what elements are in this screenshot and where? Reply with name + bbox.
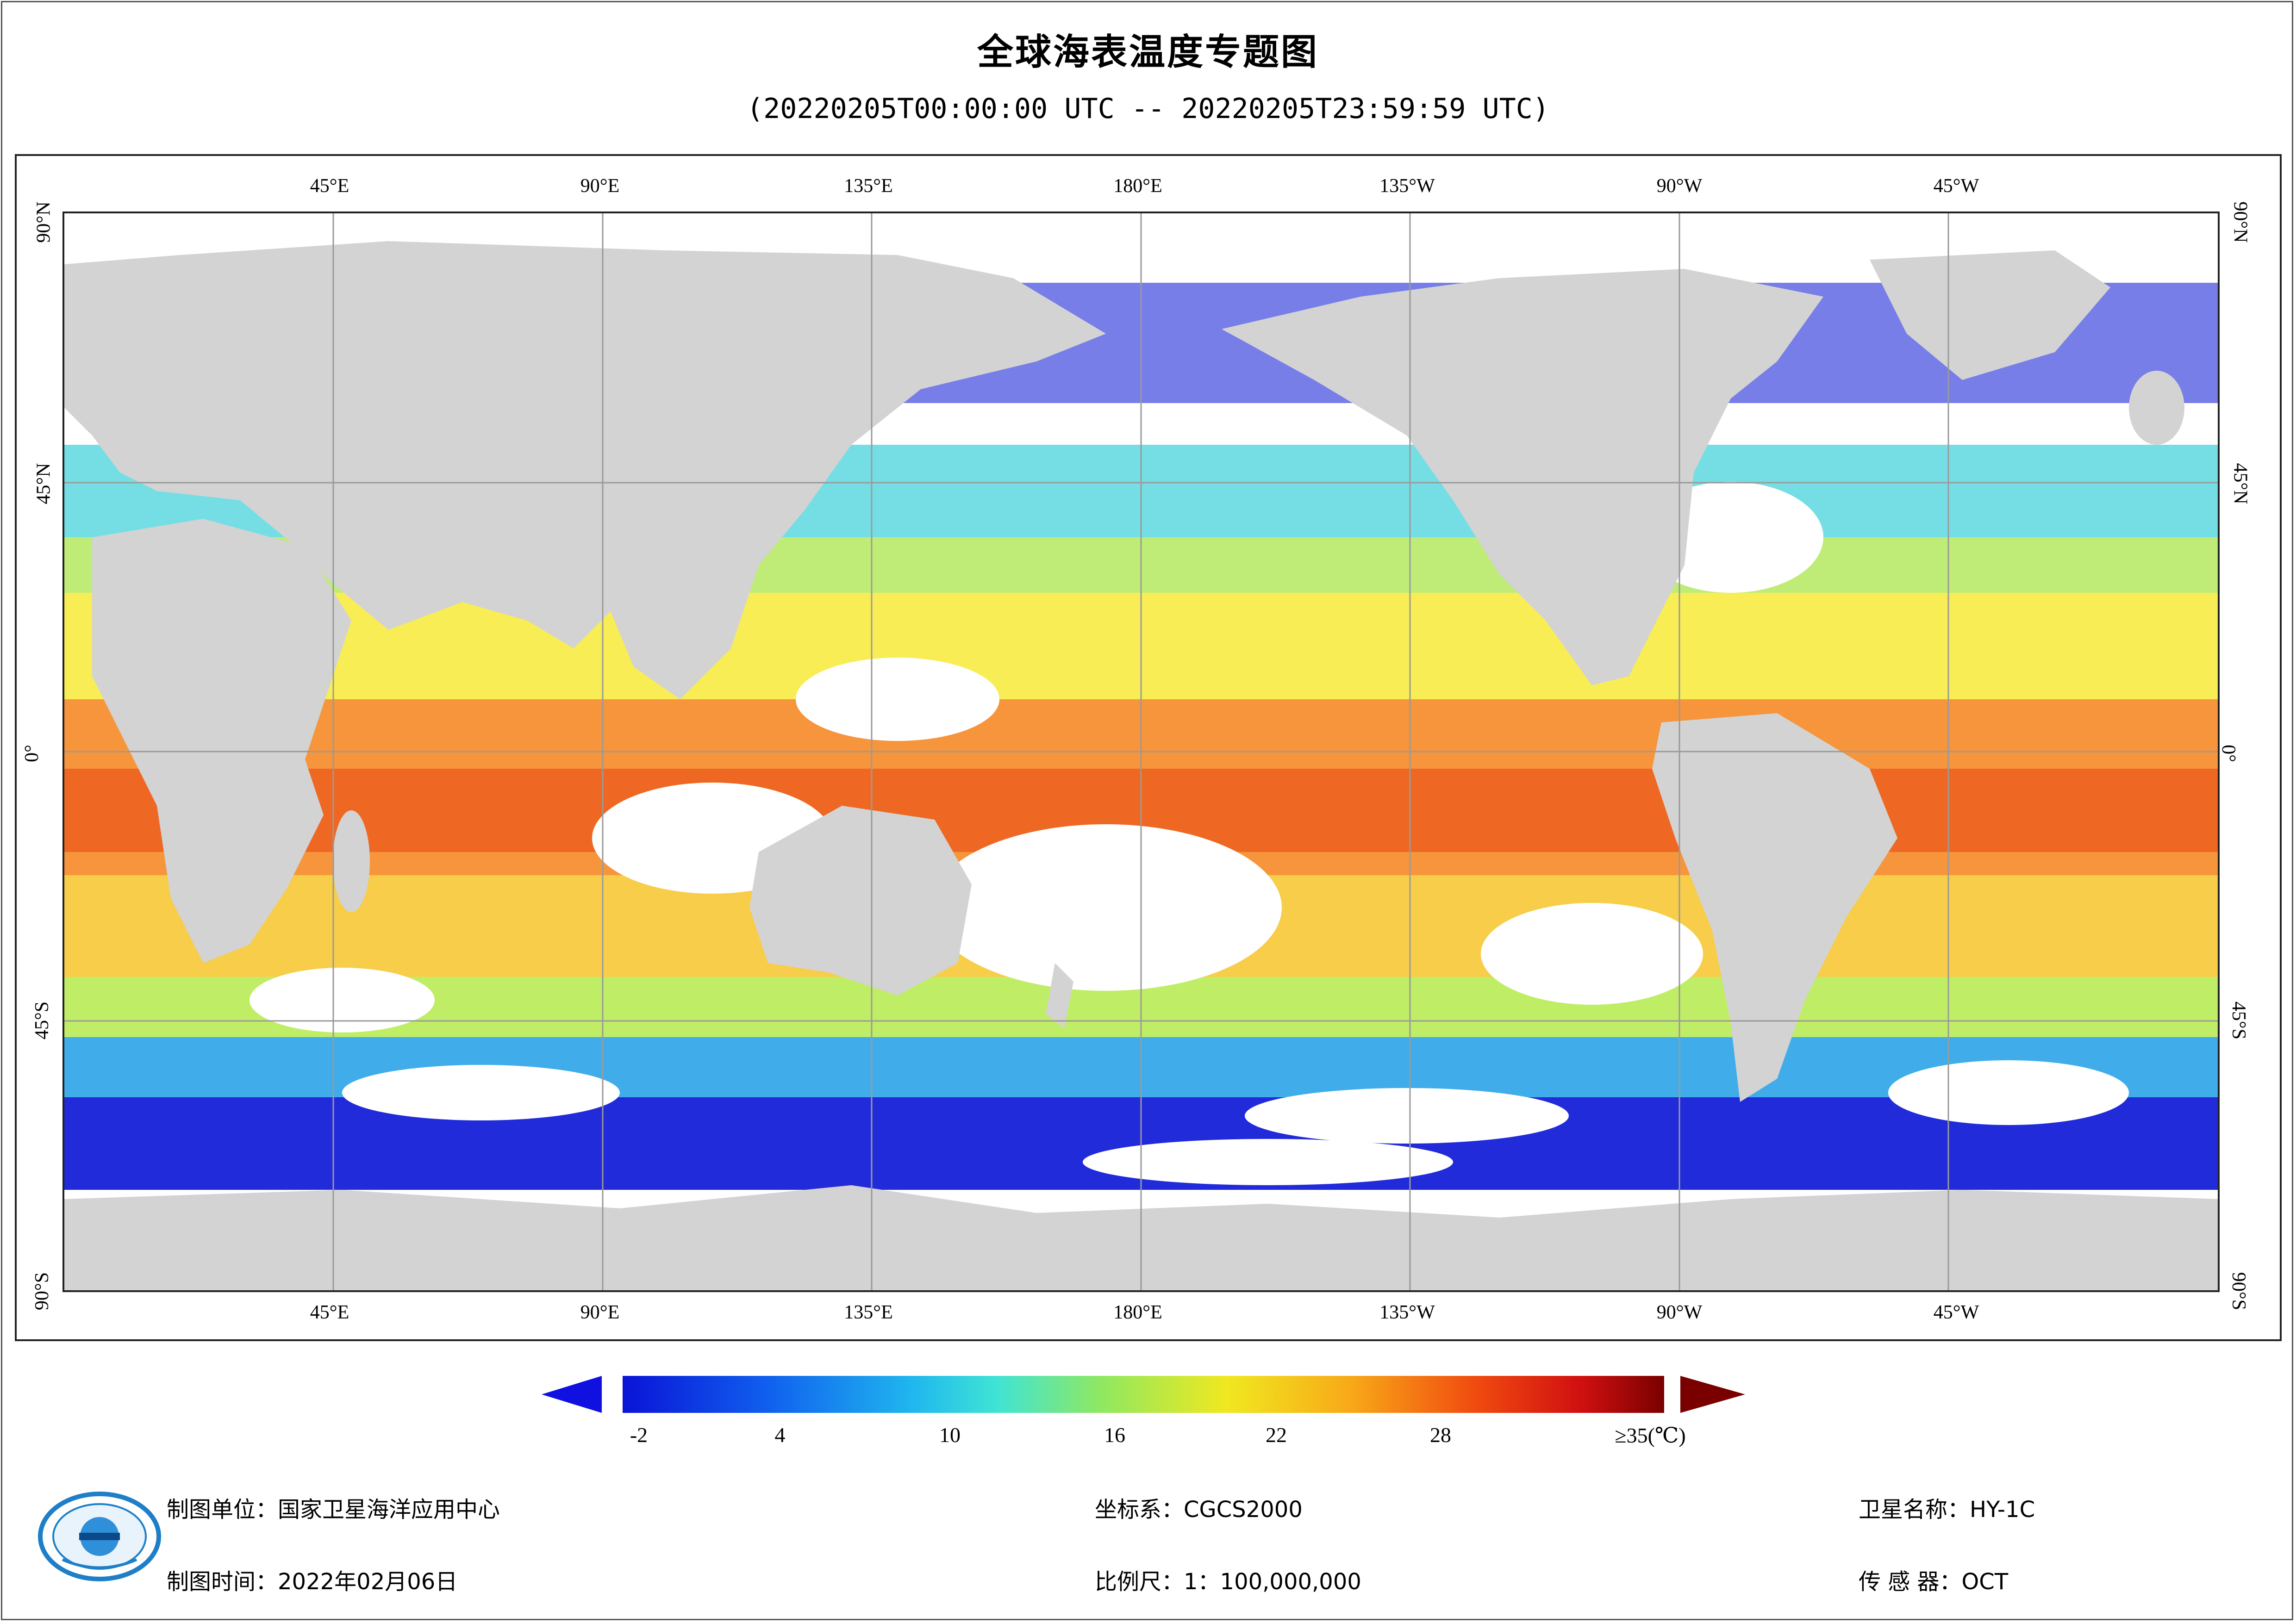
map-title: 全球海表温度专题图 bbox=[977, 31, 1319, 73]
legend-tick-16: 16 bbox=[1104, 1423, 1125, 1447]
legend-tick-4: 4 bbox=[774, 1423, 786, 1447]
nsoas-logo-icon bbox=[35, 1490, 164, 1583]
sst-map[interactable] bbox=[62, 211, 2220, 1292]
lat-label-right-90s: 90°S bbox=[2228, 1272, 2250, 1311]
land-eurasia bbox=[64, 241, 1106, 699]
legend-low-arrow bbox=[542, 1376, 602, 1413]
legend-tick-35: ≥35(℃) bbox=[1615, 1424, 1686, 1447]
sensor-name: 传 感 器：OCT bbox=[1859, 1569, 2009, 1595]
land-africa bbox=[92, 519, 351, 963]
lat-label-right-45s: 45°S bbox=[2228, 1001, 2250, 1040]
lat-label-left-45n: 45°N bbox=[33, 463, 55, 504]
lon-label-top-45e: 45°E bbox=[310, 175, 349, 197]
map-producer: 制图单位：国家卫星海洋应用中心 bbox=[167, 1497, 500, 1523]
legend-tick-28: 28 bbox=[1430, 1423, 1451, 1447]
color-legend-svg bbox=[542, 1376, 1745, 1413]
map-time-range: (20220205T00:00:00 UTC -- 20220205T23:59… bbox=[747, 93, 1549, 125]
lon-label-top-180e: 180°E bbox=[1113, 175, 1162, 197]
lon-label-bottom-135e: 135°E bbox=[844, 1302, 893, 1323]
satellite-name: 卫星名称：HY-1C bbox=[1859, 1497, 2035, 1523]
lon-label-top-90w: 90°W bbox=[1656, 175, 1703, 197]
map-scale: 比例尺：1：100,000,000 bbox=[1095, 1569, 1361, 1595]
legend-tick-22: 22 bbox=[1266, 1423, 1287, 1447]
lon-label-bottom-135w: 135°W bbox=[1379, 1302, 1435, 1323]
land-madagascar bbox=[333, 810, 370, 912]
graticule bbox=[64, 213, 2218, 1290]
legend-tick-10: 10 bbox=[939, 1423, 961, 1447]
sst-map-svg bbox=[64, 213, 2218, 1290]
map-production-date: 制图时间：2022年02月06日 bbox=[167, 1569, 458, 1595]
lon-label-top-90e: 90°E bbox=[580, 175, 620, 197]
lon-label-bottom-180e: 180°E bbox=[1113, 1302, 1162, 1323]
color-legend bbox=[542, 1374, 1745, 1415]
lon-label-top-45w: 45°W bbox=[1933, 175, 1979, 197]
land-greenland bbox=[1870, 250, 2110, 380]
land-south-america bbox=[1652, 713, 1897, 1102]
lat-label-left-90n: 90°N bbox=[33, 201, 55, 243]
lon-label-bottom-90e: 90°E bbox=[580, 1302, 620, 1323]
lon-label-top-135w: 135°W bbox=[1379, 175, 1435, 197]
legend-tick-minus2: -2 bbox=[630, 1423, 648, 1447]
land-australia bbox=[749, 806, 972, 995]
lat-label-left-0: 0° bbox=[21, 745, 43, 762]
lat-label-right-90n: 90°N bbox=[2229, 201, 2251, 243]
land-north-america bbox=[1222, 269, 1823, 685]
lon-label-top-135e: 135°E bbox=[844, 175, 893, 197]
lat-label-left-45s: 45°S bbox=[31, 1001, 53, 1040]
land-new-zealand bbox=[1046, 963, 1073, 1028]
lat-label-right-0: 0° bbox=[2217, 745, 2239, 762]
lat-label-right-45n: 45°N bbox=[2229, 463, 2251, 504]
map-frame bbox=[15, 154, 2282, 1341]
lon-label-bottom-45w: 45°W bbox=[1933, 1302, 1979, 1323]
legend-high-arrow bbox=[1680, 1376, 1745, 1413]
lon-label-bottom-90w: 90°W bbox=[1656, 1302, 1703, 1323]
land-uk bbox=[2129, 371, 2184, 445]
lat-label-left-90s: 90°S bbox=[31, 1272, 53, 1311]
legend-gradient-bar bbox=[623, 1376, 1664, 1413]
lon-label-bottom-45e: 45°E bbox=[310, 1302, 349, 1323]
coordinate-system: 坐标系：CGCS2000 bbox=[1095, 1497, 1303, 1523]
